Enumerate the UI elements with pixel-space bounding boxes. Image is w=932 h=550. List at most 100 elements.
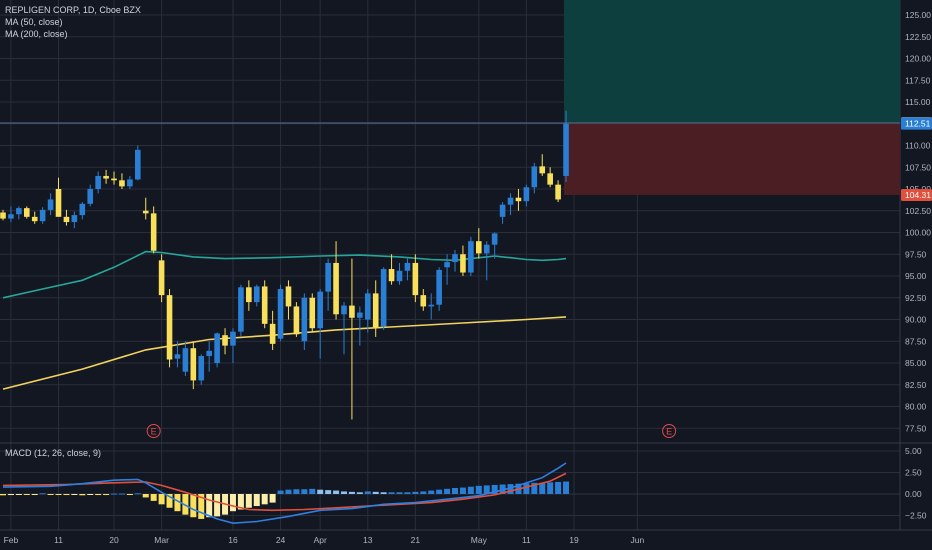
candle[interactable] — [364, 289, 371, 333]
candle[interactable] — [95, 171, 101, 194]
candle[interactable] — [539, 154, 546, 176]
candle[interactable] — [135, 145, 141, 181]
candle[interactable] — [103, 169, 109, 184]
candle[interactable] — [206, 341, 212, 372]
candle[interactable] — [0, 209, 6, 221]
candle[interactable] — [55, 177, 62, 217]
candle[interactable] — [476, 228, 482, 259]
candle[interactable] — [238, 284, 244, 337]
candle[interactable] — [325, 258, 331, 311]
candle[interactable] — [182, 341, 189, 377]
earnings-marker[interactable]: E — [146, 424, 161, 438]
candle[interactable] — [428, 293, 435, 320]
candle[interactable] — [8, 206, 14, 223]
candle[interactable] — [483, 241, 490, 281]
candle[interactable] — [372, 280, 379, 337]
loss-zone[interactable] — [564, 122, 900, 196]
price-axis[interactable]: 125.00122.50120.00117.50115.00112.50110.… — [905, 10, 931, 433]
macd-histogram-bar — [348, 491, 355, 494]
candle[interactable] — [341, 302, 347, 355]
candle[interactable] — [436, 267, 442, 311]
candle[interactable] — [333, 241, 339, 320]
candle[interactable] — [507, 193, 514, 216]
candle-body — [261, 286, 268, 324]
earnings-marker[interactable]: E — [662, 424, 677, 438]
candle[interactable] — [388, 254, 395, 285]
macd-histogram-bar — [459, 487, 466, 494]
candle[interactable] — [491, 232, 498, 259]
candle[interactable] — [253, 284, 260, 307]
candle[interactable] — [261, 280, 268, 329]
candle[interactable] — [23, 206, 30, 219]
candle[interactable] — [150, 206, 157, 254]
macd-histogram-bar — [214, 494, 221, 517]
candle[interactable] — [420, 289, 427, 311]
candle[interactable] — [460, 245, 466, 276]
candle-body — [555, 184, 561, 200]
candle[interactable] — [563, 110, 569, 183]
candle[interactable] — [230, 328, 236, 363]
candlestick-series[interactable] — [0, 110, 569, 420]
profit-zone[interactable] — [564, 0, 900, 123]
candle[interactable] — [357, 306, 363, 346]
candle[interactable] — [174, 341, 181, 368]
candle[interactable] — [531, 162, 538, 194]
candle[interactable] — [87, 184, 94, 207]
candle[interactable] — [142, 197, 149, 220]
candle[interactable] — [396, 262, 403, 285]
candle[interactable] — [412, 254, 419, 303]
macd-panel[interactable] — [0, 462, 900, 525]
candle[interactable] — [269, 310, 276, 350]
candle[interactable] — [452, 249, 458, 272]
price-tick-label: 110.00 — [905, 141, 931, 151]
candle-body — [444, 262, 450, 268]
candle[interactable] — [380, 267, 387, 330]
candle[interactable] — [198, 354, 205, 385]
candle[interactable] — [31, 211, 38, 224]
candle[interactable] — [444, 254, 450, 285]
candle[interactable] — [499, 202, 506, 224]
candle[interactable] — [166, 289, 173, 368]
macd-axis[interactable]: 5.00 2.50 0.00 −2.50 — [905, 446, 927, 521]
macd-histogram-bar — [333, 490, 340, 494]
candle[interactable] — [127, 175, 133, 189]
candle[interactable] — [523, 184, 530, 207]
candle[interactable] — [515, 189, 522, 211]
candle[interactable] — [119, 173, 125, 189]
macd-histogram-bar — [7, 494, 14, 496]
candle[interactable] — [47, 193, 54, 216]
candle[interactable] — [309, 293, 316, 333]
candle[interactable] — [158, 254, 165, 303]
candle[interactable] — [111, 171, 117, 185]
candle-body — [103, 175, 109, 179]
candle[interactable] — [277, 284, 284, 342]
time-axis[interactable]: Feb 11 20 Mar 16 24 Apr 13 21 May 11 19 Jun — [4, 535, 645, 545]
candle[interactable] — [71, 211, 78, 229]
candle[interactable] — [468, 236, 474, 276]
candle[interactable] — [39, 207, 46, 224]
candle[interactable] — [301, 293, 308, 350]
macd-histogram-bar — [39, 493, 46, 495]
candle[interactable] — [214, 332, 220, 368]
candle[interactable] — [222, 328, 228, 355]
candle[interactable] — [79, 202, 86, 220]
candle[interactable] — [293, 302, 300, 337]
candle[interactable] — [404, 258, 411, 281]
macd-tick-label: 0.00 — [905, 489, 922, 499]
candle[interactable] — [190, 341, 197, 390]
candle[interactable] — [63, 209, 70, 226]
candle[interactable] — [16, 206, 22, 220]
macd-histogram-bar — [523, 483, 530, 494]
long-position-zones[interactable] — [0, 0, 900, 196]
macd-histogram-bar — [87, 494, 94, 495]
candle[interactable] — [285, 280, 292, 320]
macd-histogram-bar — [380, 492, 387, 494]
candle[interactable] — [555, 180, 561, 203]
candle[interactable] — [246, 280, 252, 311]
candle[interactable] — [547, 167, 553, 188]
candle[interactable] — [317, 289, 323, 359]
candle-body — [396, 270, 403, 282]
candle[interactable] — [349, 258, 355, 420]
